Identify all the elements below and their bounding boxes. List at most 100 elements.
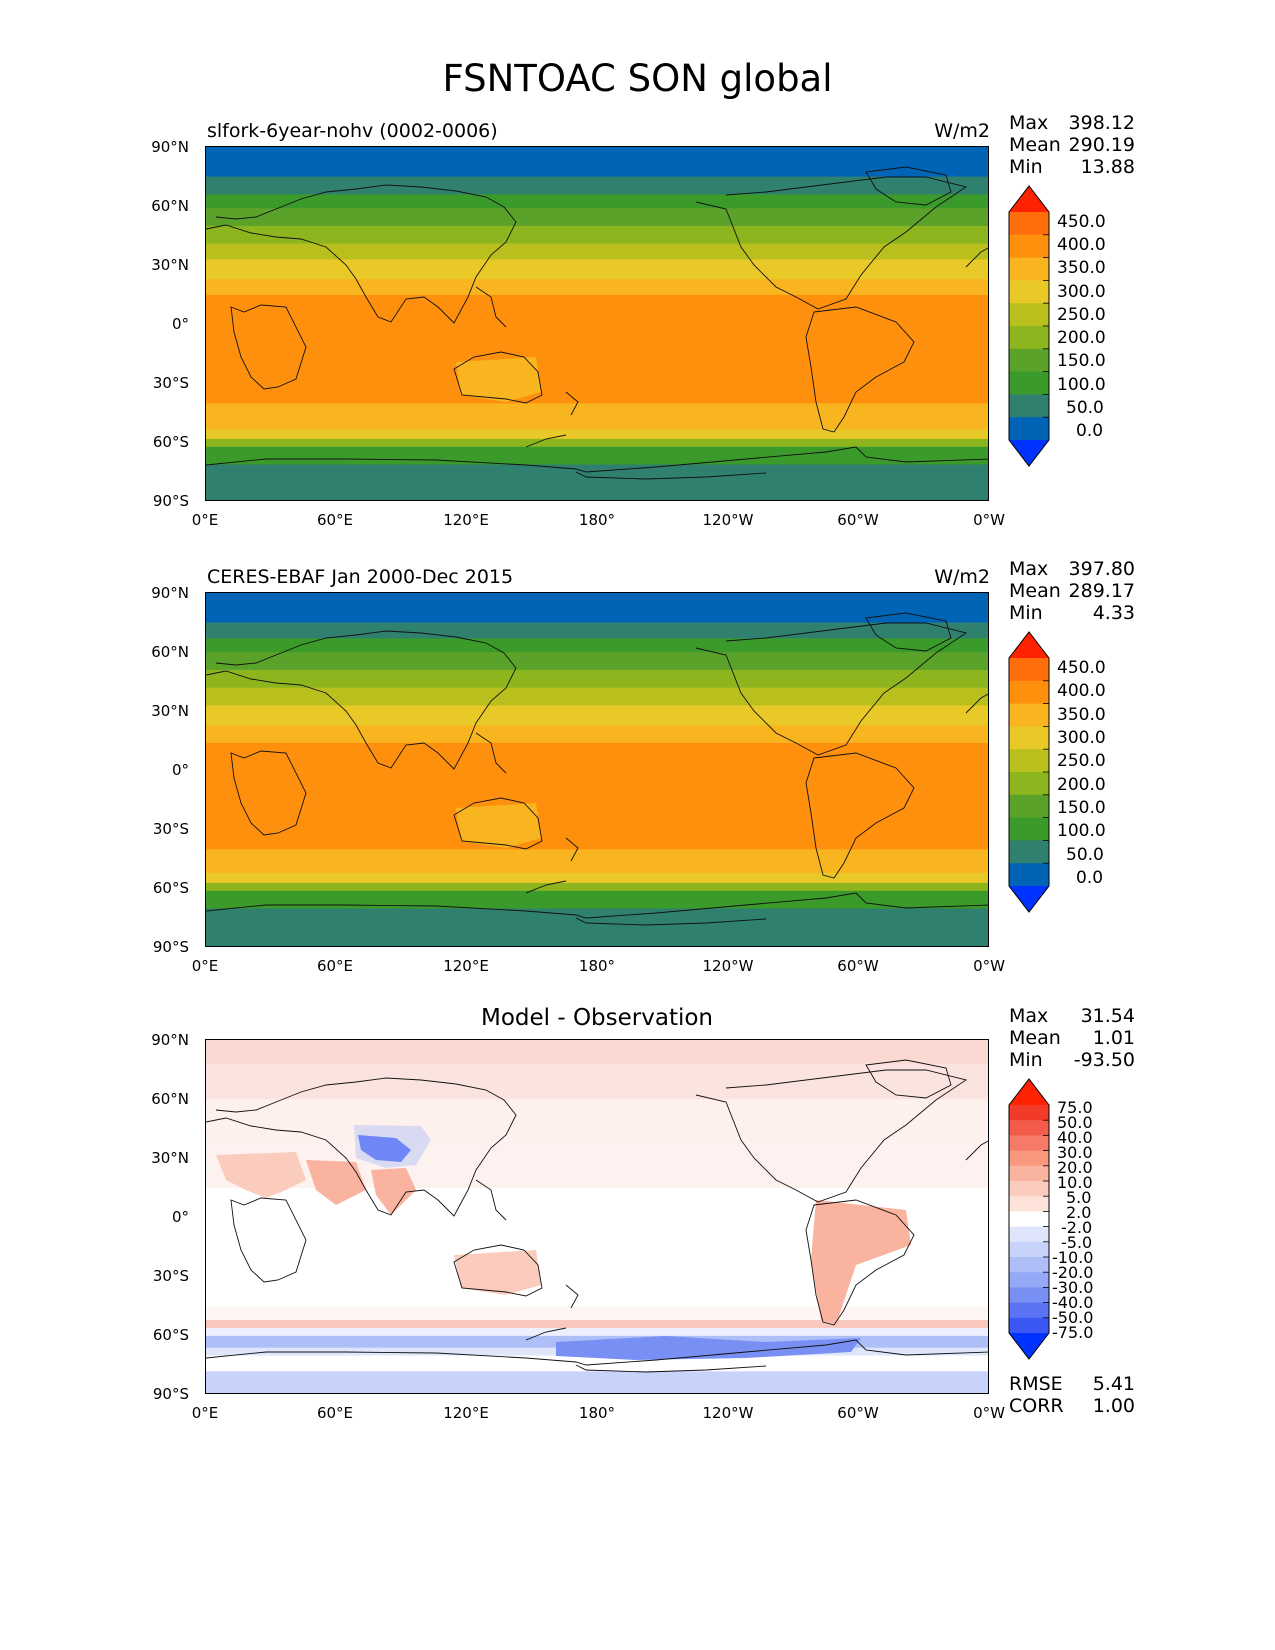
p2-xtick-3: 180° (578, 957, 616, 975)
p3-cb-segment-9 (1009, 1241, 1049, 1258)
panel1-stats: Max 398.12 Mean 290.19 Min 13.88 (1009, 112, 1135, 178)
p2-cb-segment-5 (1009, 772, 1049, 796)
p1-band-4 (206, 225, 988, 245)
p2-cb-top-extend (1009, 632, 1049, 658)
p2-coastline-2 (453, 797, 543, 850)
p3-coastline-10 (565, 1284, 579, 1309)
p1-xtick-2: 120°E (443, 511, 489, 529)
p2-ytick-1: 60°N (151, 643, 189, 661)
p1-ytick-2: 30°N (151, 256, 189, 274)
p2-band-10 (206, 873, 988, 884)
p2-cb-label-5: 200.0 (1057, 775, 1106, 795)
p3-coastline-11 (525, 1327, 567, 1341)
p1-cb-outline (1008, 185, 1050, 467)
p2-cb-segment-1 (1009, 680, 1049, 705)
p1-coastline-4 (805, 306, 915, 433)
p2-coastline-4 (805, 752, 915, 879)
p1-cb-segment-0 (1009, 212, 1049, 236)
p3-xtick-0: 0°E (191, 1404, 219, 1422)
p2-cb-segment-3 (1009, 726, 1049, 750)
p1-min-value: 13.88 (1080, 156, 1135, 178)
p2-xtick-1: 60°E (316, 957, 354, 975)
p1-xtick-6: 0°W (973, 511, 1005, 529)
p2-coastline-11 (525, 880, 567, 894)
p3-cb-bottom-extend (1009, 1333, 1049, 1359)
panel3-land (216, 1125, 911, 1360)
p1-cb-label-9: 0.0 (1076, 421, 1104, 441)
p3-corr-value: 1.00 (1092, 1395, 1135, 1417)
p1-cb-label-7: 100.0 (1057, 375, 1106, 395)
panel2-units: W/m2 (934, 566, 990, 588)
p3-cb-label-3: 30.0 (1057, 1143, 1093, 1162)
p3-cb-segment-14 (1009, 1317, 1049, 1334)
p2-coastline-8 (965, 693, 988, 714)
p3-coastline-7 (575, 1364, 767, 1373)
p1-band-10 (206, 429, 988, 440)
panel1-colorbar (1008, 185, 1050, 467)
p2-cb-segment-0 (1009, 658, 1049, 682)
panel3-title: Model - Observation (480, 1005, 714, 1031)
p1-ytick-3: 0° (171, 315, 189, 333)
p2-band-12 (206, 890, 988, 910)
panel2-bands (206, 593, 988, 946)
p1-band-11 (206, 438, 988, 448)
panel1-bands (206, 147, 988, 500)
p1-band-13 (206, 464, 988, 500)
p2-ytick-3: 0° (171, 761, 189, 779)
p1-band-6 (206, 259, 988, 280)
panel2-coast (206, 612, 988, 926)
p2-coastline-5 (865, 612, 952, 652)
p3-cb-outline (1008, 1078, 1050, 1360)
p3-ytick-6: 90°S (152, 1385, 189, 1403)
p1-band-2 (206, 194, 988, 209)
p2-coastline-7 (575, 917, 767, 926)
p3-ytick-0: 90°N (151, 1031, 189, 1049)
p3-cb-label-12: -30.0 (1052, 1278, 1094, 1297)
p2-band-9 (206, 849, 988, 874)
p3-max-label: Max (1009, 1005, 1049, 1027)
p3-xtick-1: 60°E (316, 1404, 354, 1422)
panel2-map (205, 592, 989, 947)
p1-band-3 (206, 208, 988, 227)
p3-cb-label-9: -5.0 (1061, 1233, 1093, 1252)
p1-cb-segment-8 (1009, 394, 1049, 418)
p1-xtick-3: 180° (578, 511, 616, 529)
p3-coastline-6 (206, 1339, 988, 1366)
panel1-units: W/m2 (934, 120, 990, 142)
p2-coastline-10 (565, 837, 579, 862)
p2-min-label: Min (1009, 602, 1043, 624)
p2-cb-label-0: 450.0 (1057, 658, 1106, 678)
p1-mean-label: Mean (1009, 134, 1061, 156)
p3-mean-value: 1.01 (1092, 1027, 1135, 1049)
panel3-error-stats: RMSE 5.41 CORR 1.00 (1009, 1373, 1135, 1417)
p3-xtick-5: 60°W (837, 1404, 879, 1422)
p2-cb-label-2: 350.0 (1057, 705, 1106, 725)
panel3-coast (206, 1059, 988, 1373)
p2-cb-segment-8 (1009, 840, 1049, 864)
p3-xtick-6: 0°W (973, 1404, 1005, 1422)
p2-cb-label-6: 150.0 (1057, 798, 1106, 818)
figure-title: FSNTOAC SON global (442, 57, 833, 100)
panel3-colorbar (1008, 1078, 1050, 1360)
p3-cb-label-5: 10.0 (1057, 1173, 1093, 1192)
p1-ytick-6: 90°S (152, 492, 189, 510)
p2-xtick-6: 0°W (973, 957, 1005, 975)
panel2-colorbar-svg (1008, 631, 1050, 913)
p2-max-value: 397.80 (1068, 558, 1135, 580)
p1-cb-label-2: 350.0 (1057, 258, 1106, 278)
p1-cb-segment-7 (1009, 371, 1049, 395)
panel3-map-svg (206, 1040, 988, 1393)
p3-cb-segment-7 (1009, 1211, 1049, 1228)
p3-band-11 (206, 1371, 988, 1393)
p1-cb-label-1: 400.0 (1057, 235, 1106, 255)
p3-mean-label: Mean (1009, 1027, 1061, 1049)
p1-band-9 (206, 403, 988, 430)
p1-coastline-8 (965, 247, 988, 268)
p3-cb-top-extend (1009, 1079, 1049, 1105)
p3-cb-segment-5 (1009, 1181, 1049, 1197)
p2-cb-segment-4 (1009, 749, 1049, 773)
p2-min-value: 4.33 (1092, 602, 1135, 624)
p3-cb-label-13: -40.0 (1052, 1293, 1094, 1312)
p3-cb-segment-13 (1009, 1302, 1049, 1319)
panel3-tibet-negative (358, 1135, 411, 1162)
